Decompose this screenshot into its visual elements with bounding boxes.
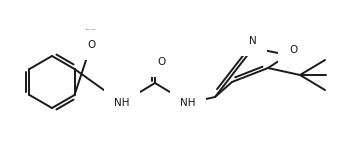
Text: N: N (249, 36, 257, 46)
Text: NH: NH (114, 98, 130, 108)
Text: O: O (158, 57, 166, 67)
Text: NH: NH (180, 98, 196, 108)
Text: O: O (87, 40, 95, 50)
Text: methoxy_label: methoxy_label (86, 28, 96, 30)
Text: O: O (289, 45, 297, 55)
